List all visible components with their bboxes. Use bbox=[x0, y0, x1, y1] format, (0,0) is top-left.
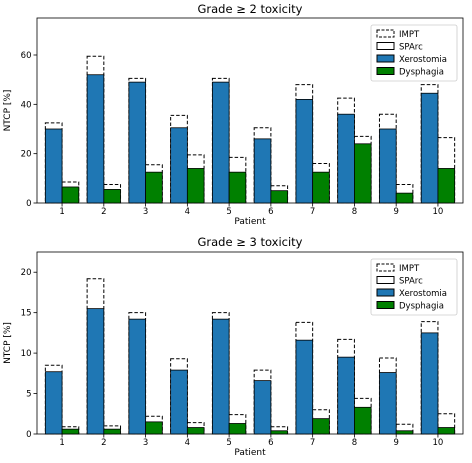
x-tick-label: 7 bbox=[310, 438, 315, 448]
y-tick-label: 20 bbox=[21, 150, 32, 160]
bar-dysphagia bbox=[354, 143, 372, 204]
bar-xerostomia bbox=[212, 81, 230, 204]
bar-xerostomia bbox=[337, 356, 355, 435]
bar-dysphagia bbox=[103, 428, 121, 435]
bar-xerostomia bbox=[128, 81, 146, 204]
y-axis-label: NTCP [%] bbox=[3, 322, 13, 364]
bar-xerostomia bbox=[86, 74, 105, 204]
legend-label: Xerostomia bbox=[399, 55, 447, 65]
bar-xerostomia bbox=[379, 128, 397, 204]
y-tick-label: 20 bbox=[21, 268, 32, 278]
bar-dysphagia bbox=[145, 421, 163, 435]
x-tick-label: 5 bbox=[226, 207, 231, 217]
bar-dysphagia bbox=[312, 418, 330, 435]
legend-label: SPArc bbox=[399, 43, 423, 53]
bar-xerostomia bbox=[170, 127, 188, 204]
bar-dysphagia bbox=[61, 428, 80, 435]
bar-dysphagia bbox=[145, 171, 163, 204]
chart-panel-2: Grade ≥ 3 toxicity 0 5 10 15 20 NTCP [%] 1 2 3 4 5 6… bbox=[3, 235, 464, 458]
bar-xerostomia bbox=[44, 371, 63, 435]
y-tick-label: 40 bbox=[21, 100, 32, 110]
y-tick-label: 0 bbox=[26, 199, 31, 209]
x-tick-label: 7 bbox=[310, 207, 315, 217]
x-tick-label: 3 bbox=[143, 438, 148, 448]
x-tick-label: 10 bbox=[433, 438, 444, 448]
chart-panel-1: Grade ≥ 2 toxicity 0 20 40 60 NTCP [%] 1 2 3 4 5 6 7… bbox=[3, 2, 464, 227]
bar-dysphagia bbox=[61, 186, 80, 204]
legend-swatch bbox=[376, 301, 395, 309]
x-tick-label: 8 bbox=[352, 438, 357, 448]
bar-dysphagia bbox=[270, 190, 288, 204]
legend-label: Xerostomia bbox=[399, 289, 447, 299]
bar-xerostomia bbox=[295, 339, 314, 435]
chart-title: Grade ≥ 2 toxicity bbox=[197, 2, 302, 16]
legend-swatch bbox=[376, 288, 395, 297]
legend-label: IMPT bbox=[399, 264, 420, 274]
bar-dysphagia bbox=[186, 427, 205, 435]
bar-dysphagia bbox=[103, 189, 121, 204]
y-tick-label: 0 bbox=[26, 430, 31, 440]
legend-swatch bbox=[376, 67, 395, 75]
y-tick-label: 5 bbox=[26, 390, 31, 400]
bar-xerostomia bbox=[128, 318, 146, 435]
legend-swatch bbox=[376, 42, 395, 50]
x-tick-label: 1 bbox=[59, 438, 64, 448]
bar-dysphagia bbox=[186, 168, 205, 204]
bar-dysphagia bbox=[270, 430, 288, 435]
legend-label: Dysphagia bbox=[399, 302, 444, 312]
legend-swatch bbox=[376, 263, 395, 272]
x-tick-label: 2 bbox=[101, 438, 106, 448]
y-axis-label: NTCP [%] bbox=[3, 90, 13, 132]
x-tick-label: 2 bbox=[101, 207, 106, 217]
x-axis-label: Patient bbox=[234, 217, 266, 227]
x-tick-label: 6 bbox=[268, 207, 273, 217]
bar-dysphagia bbox=[228, 171, 247, 204]
bar-dysphagia bbox=[437, 427, 456, 435]
x-axis-label: Patient bbox=[234, 448, 266, 458]
x-tick-label: 10 bbox=[433, 207, 444, 217]
legend-label: IMPT bbox=[399, 30, 420, 40]
bar-xerostomia bbox=[253, 380, 272, 435]
plot-frame bbox=[36, 251, 464, 435]
bar-dysphagia bbox=[395, 430, 414, 435]
bar-xerostomia bbox=[212, 318, 230, 435]
legend-label: SPArc bbox=[399, 277, 423, 287]
x-tick-label: 6 bbox=[268, 438, 273, 448]
legend: IMPT SPArc Xerostomia Dysphagia bbox=[370, 258, 458, 316]
bar-xerostomia bbox=[253, 138, 272, 204]
x-tick-label: 4 bbox=[185, 207, 190, 217]
legend: IMPT SPArc Xerostomia Dysphagia bbox=[370, 24, 458, 82]
legend-label: Dysphagia bbox=[399, 68, 444, 78]
bar-xerostomia bbox=[337, 113, 355, 204]
y-tick-label: 10 bbox=[21, 349, 32, 359]
x-tick-label: 1 bbox=[59, 207, 64, 217]
legend-swatch bbox=[376, 276, 395, 284]
bar-dysphagia bbox=[395, 192, 414, 204]
y-tick-label: 60 bbox=[21, 51, 32, 61]
y-tick-label: 15 bbox=[21, 309, 32, 319]
chart-title: Grade ≥ 3 toxicity bbox=[197, 235, 302, 249]
bar-dysphagia bbox=[312, 171, 330, 204]
x-tick-label: 3 bbox=[143, 207, 148, 217]
x-tick-label: 8 bbox=[352, 207, 357, 217]
bar-xerostomia bbox=[420, 332, 439, 435]
x-tick-label: 9 bbox=[393, 438, 398, 448]
plot-frame bbox=[36, 17, 464, 204]
bar-xerostomia bbox=[86, 308, 105, 435]
x-tick-label: 9 bbox=[393, 207, 398, 217]
legend-swatch bbox=[376, 54, 395, 63]
bar-xerostomia bbox=[379, 372, 397, 435]
legend-swatch bbox=[376, 29, 395, 38]
x-tick-label: 5 bbox=[226, 438, 231, 448]
bar-xerostomia bbox=[170, 369, 188, 435]
bar-xerostomia bbox=[420, 92, 439, 204]
bar-dysphagia bbox=[228, 423, 247, 435]
bar-dysphagia bbox=[437, 168, 456, 204]
x-tick-label: 4 bbox=[185, 438, 190, 448]
bar-xerostomia bbox=[44, 128, 63, 204]
bar-xerostomia bbox=[295, 99, 314, 204]
bar-dysphagia bbox=[354, 406, 372, 435]
